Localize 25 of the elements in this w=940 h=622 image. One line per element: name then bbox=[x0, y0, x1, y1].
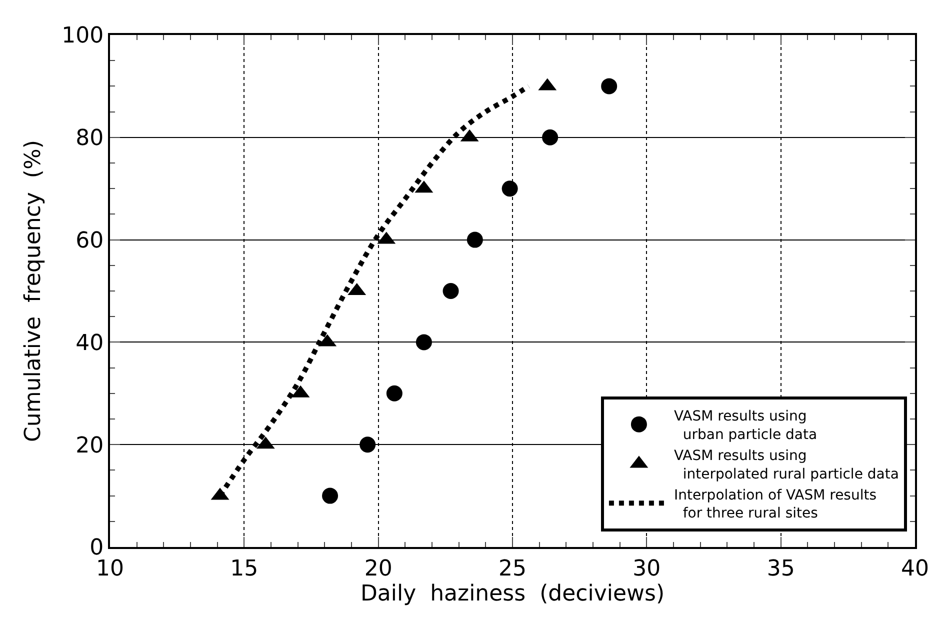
y-tick-label: 100 bbox=[62, 24, 104, 49]
point bbox=[416, 334, 432, 350]
legend-label: VASM results using interpolated rural particle data bbox=[674, 448, 899, 482]
y-axis-title: Cumulative frequency (%) bbox=[20, 140, 46, 442]
x-tick-label: 40 bbox=[901, 556, 929, 582]
x-tick-label: 20 bbox=[364, 556, 392, 582]
x-axis-title: Daily haziness (deciviews) bbox=[360, 581, 665, 606]
x-tick-label: 30 bbox=[632, 556, 661, 582]
point bbox=[466, 232, 483, 248]
legend-label: Interpolation of VASM results for three rural sites bbox=[674, 488, 877, 522]
point bbox=[322, 488, 338, 504]
point bbox=[442, 283, 459, 299]
y-tick-label: 20 bbox=[76, 433, 104, 458]
point bbox=[601, 78, 618, 94]
point bbox=[502, 180, 518, 197]
x-tick-label: 35 bbox=[766, 556, 795, 582]
x-tick-label: 15 bbox=[230, 556, 258, 582]
x-tick-label: 25 bbox=[498, 556, 526, 582]
legend-label: VASM results using urban particle data bbox=[674, 408, 818, 443]
y-tick-label: 80 bbox=[76, 126, 104, 152]
point bbox=[360, 436, 376, 453]
point bbox=[542, 129, 558, 146]
y-tick-label: 60 bbox=[76, 228, 104, 254]
y-tick-label: 40 bbox=[76, 330, 104, 356]
point bbox=[386, 385, 402, 402]
